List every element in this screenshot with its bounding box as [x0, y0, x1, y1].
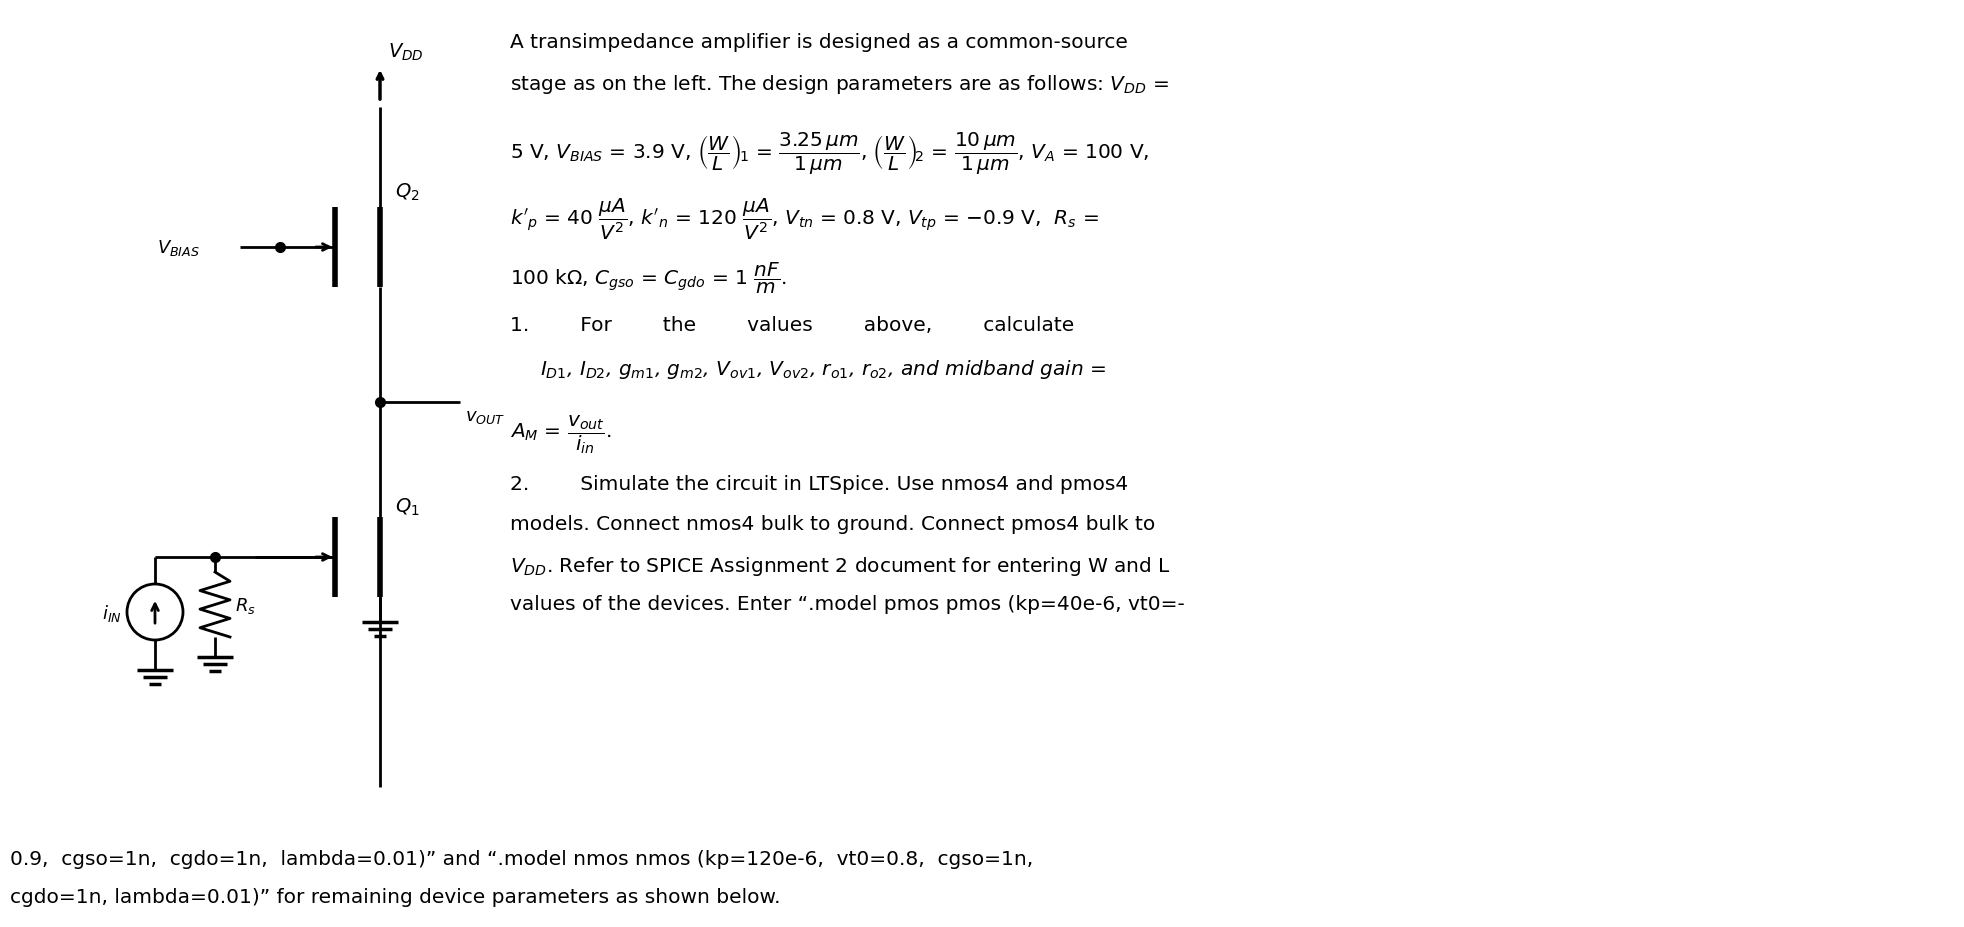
Text: models. Connect nmos4 bulk to ground. Connect pmos4 bulk to: models. Connect nmos4 bulk to ground. Co…	[511, 514, 1155, 533]
Text: $Q_2$: $Q_2$	[395, 182, 420, 203]
Text: cgdo=1n, lambda=0.01)” for remaining device parameters as shown below.: cgdo=1n, lambda=0.01)” for remaining dev…	[10, 887, 780, 906]
Text: $R_s$: $R_s$	[236, 595, 255, 615]
Text: $V_{DD}$: $V_{DD}$	[389, 42, 424, 63]
Text: 5 V, $V_{BIAS}$ = 3.9 V, $\left(\dfrac{W}{L}\right)_{\!1}$ = $\dfrac{3.25\,\mu m: 5 V, $V_{BIAS}$ = 3.9 V, $\left(\dfrac{W…	[511, 131, 1149, 177]
Text: 2.        Simulate the circuit in LTSpice. Use nmos4 and pmos4: 2. Simulate the circuit in LTSpice. Use …	[511, 475, 1127, 493]
Text: $v_{OUT}$: $v_{OUT}$	[465, 408, 505, 425]
Text: $I_{D1}$, $I_{D2}$, $g_{m1}$, $g_{m2}$, $V_{ov1}$, $V_{ov2}$, $r_{o1}$, $r_{o2}$: $I_{D1}$, $I_{D2}$, $g_{m1}$, $g_{m2}$, …	[540, 358, 1106, 381]
Text: $i_{IN}$: $i_{IN}$	[102, 602, 122, 623]
Text: stage as on the left. The design parameters are as follows: $V_{DD}$ =: stage as on the left. The design paramet…	[511, 73, 1169, 95]
Text: 1.        For        the        values        above,        calculate: 1. For the values above, calculate	[511, 316, 1074, 335]
Text: 0.9,  cgso=1n,  cgdo=1n,  lambda=0.01)” and “.model nmos nmos (kp=120e-6,  vt0=0: 0.9, cgso=1n, cgdo=1n, lambda=0.01)” and…	[10, 849, 1033, 868]
Text: A transimpedance amplifier is designed as a common-source: A transimpedance amplifier is designed a…	[511, 33, 1127, 52]
Text: $A_M$ = $\dfrac{v_{out}}{i_{in}}$.: $A_M$ = $\dfrac{v_{out}}{i_{in}}$.	[511, 413, 611, 455]
Text: values of the devices. Enter “.model pmos pmos (kp=40e-6, vt0=-: values of the devices. Enter “.model pmo…	[511, 594, 1184, 614]
Text: $Q_1$: $Q_1$	[395, 496, 420, 517]
Text: $k'_p$ = 40 $\dfrac{\mu A}{V^2}$, $k'_n$ = 120 $\dfrac{\mu A}{V^2}$, $V_{tn}$ = : $k'_p$ = 40 $\dfrac{\mu A}{V^2}$, $k'_n$…	[511, 196, 1100, 242]
Text: $V_{DD}$. Refer to SPICE Assignment 2 document for entering W and L: $V_{DD}$. Refer to SPICE Assignment 2 do…	[511, 554, 1171, 578]
Text: 100 k$\Omega$, $C_{gso}$ = $C_{gdo}$ = 1 $\dfrac{nF}{m}$.: 100 k$\Omega$, $C_{gso}$ = $C_{gdo}$ = 1…	[511, 260, 788, 296]
Text: $V_{BIAS}$: $V_{BIAS}$	[157, 237, 200, 258]
